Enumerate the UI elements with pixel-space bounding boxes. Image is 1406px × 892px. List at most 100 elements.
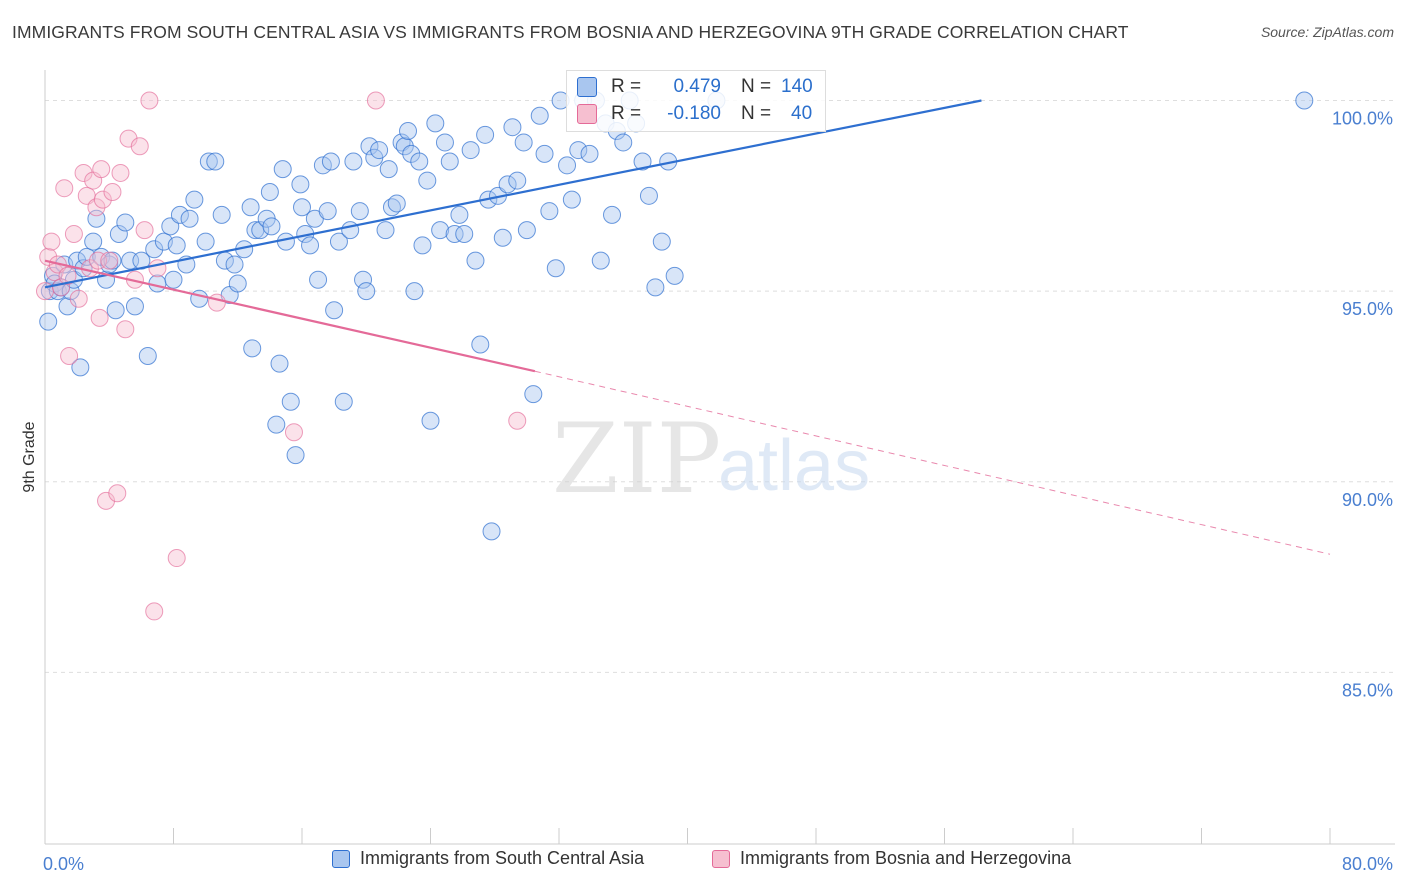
data-point-blue: [379, 160, 398, 179]
data-point-pink: [145, 602, 164, 621]
data-point-blue: [228, 274, 247, 293]
data-point-blue: [325, 301, 344, 320]
data-point-blue: [350, 202, 369, 221]
gridlines: [45, 100, 1395, 673]
data-point-blue: [562, 190, 581, 209]
data-point-pink: [100, 251, 119, 270]
stats-n-label: N =: [741, 76, 772, 97]
data-point-blue: [357, 282, 376, 301]
y-tick-label: 85.0%: [1342, 680, 1393, 700]
series-south-central-asia: [39, 91, 1314, 541]
data-point-blue: [270, 354, 289, 373]
data-point-blue: [569, 141, 588, 160]
data-point-blue: [293, 198, 311, 217]
data-point-blue: [493, 228, 512, 247]
data-point-blue: [418, 171, 437, 190]
data-point-blue: [633, 152, 652, 171]
trend-line-pink-extension: [534, 370, 1331, 555]
data-point-blue: [503, 118, 522, 137]
data-point-blue: [334, 392, 353, 411]
data-point-blue: [109, 224, 128, 243]
data-point-blue: [106, 301, 125, 320]
stats-n-value: 140: [781, 76, 813, 97]
data-point-pink: [69, 289, 88, 308]
data-point-blue: [185, 190, 204, 209]
data-point-blue: [426, 114, 445, 133]
legend-item-bosnia-herzegovina[interactable]: Immigrants from Bosnia and Herzegovina: [712, 848, 1071, 869]
stats-r-label: R =: [611, 76, 642, 97]
data-point-blue: [260, 183, 279, 202]
data-point-pink: [140, 91, 159, 110]
data-point-blue: [309, 270, 328, 289]
data-point-pink: [111, 163, 130, 182]
data-point-pink: [116, 320, 135, 339]
data-point-blue: [354, 270, 373, 289]
stats-swatch-pink: [577, 104, 597, 124]
data-point-pink: [58, 266, 77, 285]
data-point-blue: [508, 171, 527, 190]
data-point-pink: [60, 346, 79, 365]
x-tick-label-min: 0.0%: [43, 854, 84, 874]
data-point-blue: [251, 221, 270, 240]
legend-label: Immigrants from Bosnia and Herzegovina: [740, 848, 1072, 868]
data-point-blue: [370, 141, 389, 160]
data-point-pink: [92, 160, 111, 179]
data-point-blue: [517, 221, 536, 240]
data-point-pink: [284, 423, 303, 442]
data-point-blue: [514, 133, 533, 152]
data-point-blue: [167, 236, 186, 255]
data-point-blue: [450, 205, 469, 224]
stats-row-pink: R = -0.180 N = 40: [577, 101, 812, 127]
stats-row-blue: R = 0.479 N = 140: [577, 74, 813, 100]
data-point-blue: [395, 137, 414, 156]
data-point-pink: [74, 163, 93, 182]
data-point-blue: [84, 232, 103, 251]
data-point-blue: [455, 224, 474, 243]
data-point-blue: [71, 358, 90, 377]
data-point-blue: [243, 339, 262, 358]
data-point-blue: [318, 202, 337, 221]
data-point-blue: [291, 175, 310, 194]
source-credit: Source: ZipAtlas.com: [1260, 24, 1394, 40]
data-point-blue: [329, 232, 348, 251]
data-point-pink: [130, 137, 149, 156]
data-point-blue: [540, 202, 559, 221]
data-point-blue: [431, 221, 450, 240]
legend-item-south-central-asia[interactable]: Immigrants from South Central Asia: [332, 848, 644, 869]
axes: [44, 70, 1395, 845]
data-point-blue: [405, 282, 424, 301]
data-point-blue: [558, 156, 577, 175]
data-point-pink: [87, 198, 106, 217]
legend-swatch-pink: [712, 849, 730, 868]
data-point-blue: [138, 346, 157, 365]
data-point-blue: [530, 106, 549, 125]
stats-r-value: 0.479: [673, 76, 721, 97]
data-point-blue: [445, 224, 464, 243]
data-point-blue: [262, 217, 281, 236]
data-point-blue: [603, 205, 622, 224]
data-point-blue: [524, 385, 543, 404]
trend-line-pink: [44, 259, 536, 373]
data-point-blue: [498, 175, 517, 194]
data-point-blue: [652, 232, 671, 251]
stats-box: R = 0.479 N = 140 R = -0.180 N = 40: [566, 70, 826, 132]
data-point-blue: [148, 274, 167, 293]
data-point-blue: [461, 141, 480, 160]
data-point-blue: [190, 289, 209, 308]
data-point-blue: [344, 152, 363, 171]
data-point-blue: [580, 144, 599, 163]
data-point-blue: [164, 270, 183, 289]
data-point-blue: [360, 137, 379, 156]
data-point-blue: [466, 251, 485, 270]
y-tick-label: 90.0%: [1342, 490, 1393, 510]
data-point-pink: [508, 411, 527, 430]
data-point-blue: [476, 125, 495, 144]
data-point-blue: [1295, 91, 1314, 110]
data-point-blue: [116, 213, 135, 232]
data-point-blue: [281, 392, 300, 411]
data-point-blue: [125, 297, 144, 316]
data-point-blue: [286, 446, 305, 465]
data-point-blue: [225, 255, 244, 274]
watermark-zip: ZIP: [552, 403, 721, 515]
